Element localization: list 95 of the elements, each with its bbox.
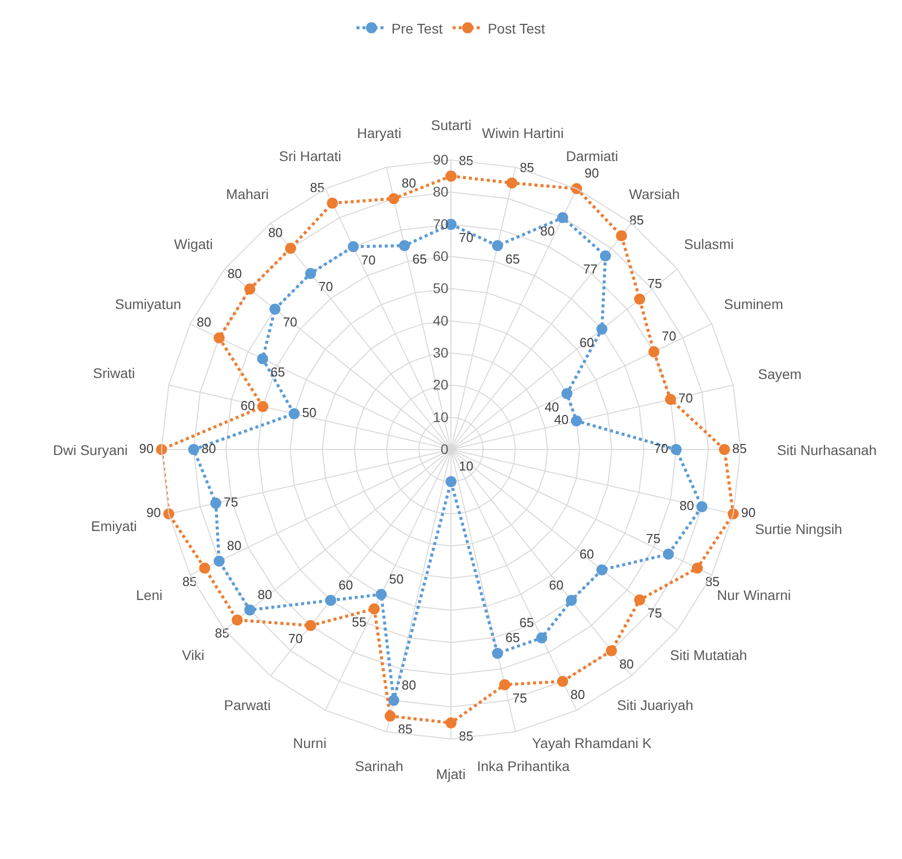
data-label: 85 xyxy=(458,728,474,744)
spoke-label: Emiyati xyxy=(91,518,137,534)
spoke-label: Sriwati xyxy=(93,365,136,381)
data-label: 60 xyxy=(548,577,564,592)
data-label: 70 xyxy=(288,631,303,646)
data-label: 80 xyxy=(268,225,283,240)
data-label: 65 xyxy=(519,614,534,630)
data-label: 50 xyxy=(389,571,404,586)
data-label: 50 xyxy=(302,404,317,420)
data-label: 77 xyxy=(583,261,598,276)
spoke-label: Sumiyatun xyxy=(115,296,182,312)
data-label: 70 xyxy=(318,279,333,294)
spoke-label: Nurni xyxy=(293,735,326,751)
y-tick-label: 60 xyxy=(432,248,449,264)
data-label: 80 xyxy=(258,586,272,602)
y-tick-label: 80 xyxy=(432,184,449,200)
spoke-label: Siti Mutatiah xyxy=(670,647,748,663)
data-label: 80 xyxy=(202,440,216,456)
data-label: 80 xyxy=(680,498,694,514)
spoke-label: Warsiah xyxy=(629,186,680,202)
spoke-label: Yayah Rhamdani K xyxy=(532,735,652,751)
y-tick-label: 0 xyxy=(440,441,449,458)
data-label: 85 xyxy=(214,626,230,641)
y-tick-label: 90 xyxy=(432,152,449,168)
data-label: 90 xyxy=(139,440,154,456)
spoke-label: Siti Juariyah xyxy=(617,697,694,713)
data-label: 75 xyxy=(224,494,238,510)
data-label: 70 xyxy=(282,314,298,330)
data-label: 60 xyxy=(240,398,255,413)
spoke-label: Inka Prihantika xyxy=(477,758,570,774)
data-label: 85 xyxy=(732,440,747,456)
data-label: 60 xyxy=(580,546,594,562)
data-label: 40 xyxy=(544,399,560,414)
y-tick-label: 30 xyxy=(432,344,449,361)
spoke-label: Dwi Suryani xyxy=(53,442,128,458)
data-label: 90 xyxy=(741,505,756,520)
data-label: 65 xyxy=(505,630,520,646)
spoke-label: Sarinah xyxy=(355,758,404,774)
spoke-label: Darmiati xyxy=(566,148,618,164)
legend-label: Pre Test xyxy=(392,20,443,36)
data-label: 75 xyxy=(647,276,662,291)
data-label: 80 xyxy=(402,175,416,190)
data-label: 85 xyxy=(520,160,534,175)
data-label: 80 xyxy=(540,223,555,238)
data-label: 70 xyxy=(361,252,376,268)
data-label: 90 xyxy=(584,166,599,181)
spoke-label: Sulasmi xyxy=(684,236,734,252)
spoke-label: Wigati xyxy=(174,236,213,252)
data-label: 80 xyxy=(570,686,585,702)
data-label: 75 xyxy=(646,531,660,546)
data-label: 85 xyxy=(629,212,644,228)
data-label: 70 xyxy=(654,440,668,456)
y-tick-label: 50 xyxy=(432,280,449,296)
data-label: 60 xyxy=(580,334,594,350)
data-label: 65 xyxy=(270,364,285,380)
data-label: 60 xyxy=(338,577,354,592)
data-label: 40 xyxy=(554,412,569,428)
data-label: 70 xyxy=(662,328,676,344)
spoke-label: Sayem xyxy=(758,366,802,382)
data-label: 85 xyxy=(458,152,474,168)
data-label: 55 xyxy=(352,614,366,630)
data-label: 85 xyxy=(705,574,720,589)
spoke-label: Haryati xyxy=(357,125,402,141)
y-tick-label: 20 xyxy=(432,376,449,393)
spoke-label: Parwati xyxy=(224,697,271,713)
spoke-label: Mjati xyxy=(436,766,466,782)
data-label: 90 xyxy=(146,505,161,520)
spoke-label: Mahari xyxy=(226,186,269,202)
spoke-label: Wiwin Hartini xyxy=(482,125,564,141)
spoke-label: Sri Hartati xyxy=(279,148,342,164)
data-label: 85 xyxy=(182,574,197,589)
spoke-label: Nur Winarni xyxy=(717,587,791,603)
spoke-label: Surtie Ningsih xyxy=(755,521,842,537)
spoke-label: Sutarti xyxy=(431,117,472,133)
legend-label: Post Test xyxy=(488,20,546,36)
spoke-label: Siti Nurhasanah xyxy=(777,442,877,458)
spoke-label: Leni xyxy=(136,587,162,603)
data-label: 75 xyxy=(512,690,528,706)
data-label: 85 xyxy=(398,722,413,737)
data-label: 80 xyxy=(227,266,242,281)
data-label: 85 xyxy=(310,180,324,196)
data-label: 65 xyxy=(412,251,427,266)
data-label: 65 xyxy=(505,251,520,266)
y-tick-label: 40 xyxy=(432,312,449,328)
data-label: 70 xyxy=(458,230,474,245)
data-label: 75 xyxy=(647,606,662,621)
data-label: 80 xyxy=(196,314,212,330)
data-label: 80 xyxy=(619,656,634,672)
data-label: 10 xyxy=(458,458,474,474)
data-label: 80 xyxy=(402,677,416,692)
spoke-label: Suminem xyxy=(724,296,784,312)
data-label: 80 xyxy=(227,538,242,554)
data-label: 70 xyxy=(678,390,693,406)
spoke-label: Viki xyxy=(182,647,204,663)
y-tick-label: 10 xyxy=(432,408,449,425)
